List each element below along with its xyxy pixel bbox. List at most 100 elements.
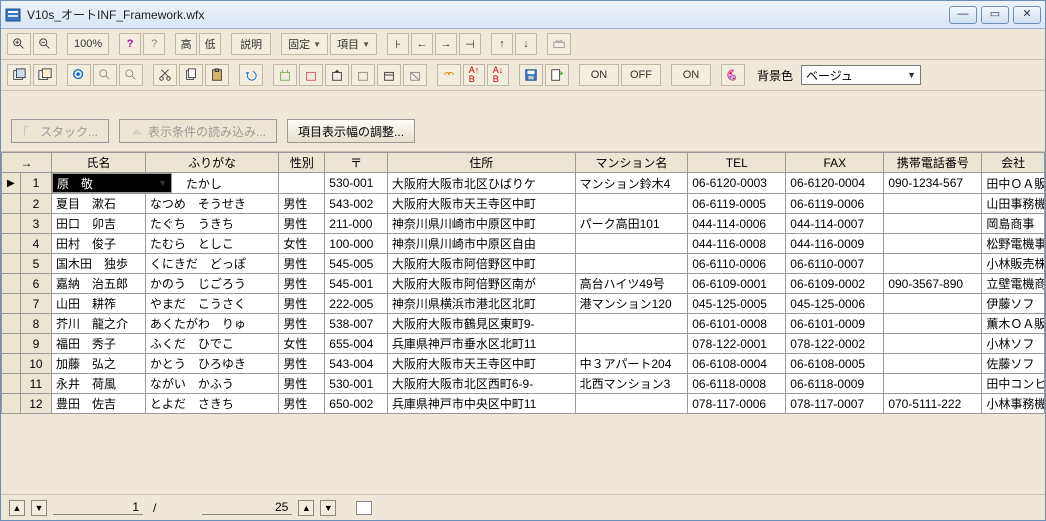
cell-address[interactable]: 大阪府大阪市天王寺区中町 xyxy=(387,194,575,214)
misc-button[interactable] xyxy=(547,33,571,55)
cell-company[interactable]: 小林事務機 xyxy=(982,394,1045,414)
cell-fax[interactable]: 06-6109-0002 xyxy=(786,274,884,294)
cell-furigana[interactable]: とよだ さきち xyxy=(145,394,279,414)
cell-gender[interactable]: 男性 xyxy=(279,354,325,374)
tb2-icon-1[interactable] xyxy=(7,64,31,86)
table-row[interactable]: 4田村 俊子たむら としこ女性100-000神奈川県川崎市中原区自由044-11… xyxy=(2,234,1045,254)
cell-tel[interactable]: 06-6120-0003 xyxy=(688,173,786,194)
tb2-ab1-icon[interactable]: A↑B xyxy=(463,64,485,86)
page-icon[interactable] xyxy=(356,501,372,515)
col-tel[interactable]: TEL xyxy=(688,153,786,173)
cell-gender[interactable]: 男性 xyxy=(279,374,325,394)
cell-company[interactable]: 松野電機事 xyxy=(982,234,1045,254)
cell-mobile[interactable] xyxy=(884,254,982,274)
cell-mansion[interactable]: 北西マンション3 xyxy=(575,374,688,394)
data-grid[interactable]: → 氏名 ふりがな 性別 〒 住所 マンション名 TEL FAX 携帯電話番号 … xyxy=(1,152,1045,414)
cell-mansion[interactable] xyxy=(575,314,688,334)
cell-zip[interactable]: 100-000 xyxy=(325,234,388,254)
cell-fax[interactable]: 06-6120-0004 xyxy=(786,173,884,194)
cell-address[interactable]: 神奈川県横浜市港北区北町 xyxy=(387,294,575,314)
cell-zip[interactable]: 211-000 xyxy=(325,214,388,234)
help2-button[interactable]: ? xyxy=(143,33,165,55)
zoom-in-button[interactable] xyxy=(7,33,31,55)
cell-address[interactable]: 神奈川県川崎市中原区自由 xyxy=(387,234,575,254)
cell-address[interactable]: 大阪府大阪市天王寺区中町 xyxy=(387,354,575,374)
col-address[interactable]: 住所 xyxy=(387,153,575,173)
cell-zip[interactable]: 538-007 xyxy=(325,314,388,334)
tb2-ab2-icon[interactable]: A↓B xyxy=(487,64,509,86)
cell-name[interactable]: 田口 卯吉 xyxy=(52,214,146,234)
cell-zip[interactable]: 655-004 xyxy=(325,334,388,354)
tb2-bin6-icon[interactable] xyxy=(403,64,427,86)
cell-zip[interactable]: 222-005 xyxy=(325,294,388,314)
cell-mobile[interactable]: 070-5111-222 xyxy=(884,394,982,414)
cut-button[interactable] xyxy=(153,64,177,86)
on2-button[interactable]: ON xyxy=(671,64,711,86)
cell-company[interactable]: 佐藤ソフ xyxy=(982,354,1045,374)
table-row[interactable]: 10加藤 弘之かとう ひろゆき男性543-004大阪府大阪市天王寺区中町中３アパ… xyxy=(2,354,1045,374)
cell-mansion[interactable]: マンション鈴木4 xyxy=(575,173,688,194)
cell-tel[interactable]: 078-122-0001 xyxy=(688,334,786,354)
cell-gender[interactable]: 男性 xyxy=(279,314,325,334)
maximize-button[interactable]: ▭ xyxy=(981,6,1009,24)
cell-mansion[interactable] xyxy=(575,394,688,414)
table-row[interactable]: 9福田 秀子ふくだ ひでこ女性655-004兵庫県神戸市垂水区北町11078-1… xyxy=(2,334,1045,354)
cell-address[interactable]: 大阪府大阪市阿倍野区南が xyxy=(387,274,575,294)
cell-fax[interactable]: 06-6110-0007 xyxy=(786,254,884,274)
cell-name[interactable]: 山田 耕筰 xyxy=(52,294,146,314)
record-down-button[interactable]: ▼ xyxy=(31,500,47,516)
item-dropdown[interactable]: 項目 xyxy=(330,33,377,55)
cell-zip[interactable]: 650-002 xyxy=(325,394,388,414)
cell-company[interactable]: 立壁電機商 xyxy=(982,274,1045,294)
low-button[interactable]: 低 xyxy=(199,33,221,55)
cell-company[interactable]: 田中ＯＡ販 xyxy=(982,173,1045,194)
cell-tel[interactable]: 06-6118-0008 xyxy=(688,374,786,394)
cell-furigana[interactable]: くにきだ どっぽ xyxy=(145,254,279,274)
cell-mobile[interactable] xyxy=(884,354,982,374)
align-left-end-button[interactable]: ⊦ xyxy=(387,33,409,55)
cell-name[interactable]: 加藤 弘之 xyxy=(52,354,146,374)
cell-furigana[interactable]: ふくだ ひでこ xyxy=(145,334,279,354)
col-gender[interactable]: 性別 xyxy=(279,153,325,173)
cell-furigana[interactable]: やまだ こうさく xyxy=(145,294,279,314)
titlebar[interactable]: V10s_オートINF_Framework.wfx — ▭ ✕ xyxy=(1,1,1045,29)
paste-button[interactable] xyxy=(205,64,229,86)
tb2-bin2-icon[interactable] xyxy=(299,64,323,86)
minimize-button[interactable]: — xyxy=(949,6,977,24)
table-row[interactable]: 2夏目 漱石なつめ そうせき男性543-002大阪府大阪市天王寺区中町06-61… xyxy=(2,194,1045,214)
cell-tel[interactable]: 06-6101-0008 xyxy=(688,314,786,334)
cell-address[interactable]: 大阪府大阪市鶴見区東町9- xyxy=(387,314,575,334)
cell-fax[interactable]: 044-116-0009 xyxy=(786,234,884,254)
data-grid-wrap[interactable]: → 氏名 ふりがな 性別 〒 住所 マンション名 TEL FAX 携帯電話番号 … xyxy=(1,152,1045,494)
cell-address[interactable]: 神奈川県川崎市中原区中町 xyxy=(387,214,575,234)
table-row[interactable]: 8芥川 龍之介あくたがわ りゅ男性538-007大阪府大阪市鶴見区東町9-06-… xyxy=(2,314,1045,334)
cell-gender[interactable]: 男性 xyxy=(279,194,325,214)
close-button[interactable]: ✕ xyxy=(1013,6,1041,24)
record-up-button[interactable]: ▲ xyxy=(9,500,25,516)
cell-gender[interactable]: 男性 xyxy=(279,254,325,274)
table-row[interactable]: 3田口 卯吉たぐち うきち男性211-000神奈川県川崎市中原区中町パーク高田1… xyxy=(2,214,1045,234)
tb2-bin5-icon[interactable] xyxy=(377,64,401,86)
cell-name[interactable]: 国木田 独歩 xyxy=(52,254,146,274)
tb2-export-icon[interactable] xyxy=(545,64,569,86)
cell-fax[interactable]: 06-6118-0009 xyxy=(786,374,884,394)
cell-mobile[interactable]: 090-1234-567 xyxy=(884,173,982,194)
cell-company[interactable]: 田中コンヒ xyxy=(982,374,1045,394)
cell-gender[interactable]: 男性 xyxy=(279,294,325,314)
palette-icon[interactable] xyxy=(721,64,745,86)
tb2-bin3-icon[interactable] xyxy=(325,64,349,86)
cell-address[interactable]: 大阪府大阪市北区ひばりケ xyxy=(387,173,575,194)
col-arrow[interactable]: → xyxy=(2,153,52,173)
cell-tel[interactable]: 078-117-0006 xyxy=(688,394,786,414)
cell-gender[interactable]: 男性 xyxy=(279,394,325,414)
high-button[interactable]: 高 xyxy=(175,33,197,55)
undo-button[interactable] xyxy=(239,64,263,86)
cell-gender[interactable]: 女性 xyxy=(279,334,325,354)
on-button[interactable]: ON xyxy=(579,64,619,86)
cell-mobile[interactable] xyxy=(884,334,982,354)
col-fax[interactable]: FAX xyxy=(786,153,884,173)
cell-furigana[interactable]: かのう じごろう xyxy=(145,274,279,294)
cell-fax[interactable]: 06-6119-0006 xyxy=(786,194,884,214)
copy-button[interactable] xyxy=(179,64,203,86)
cell-furigana[interactable]: なつめ そうせき xyxy=(145,194,279,214)
